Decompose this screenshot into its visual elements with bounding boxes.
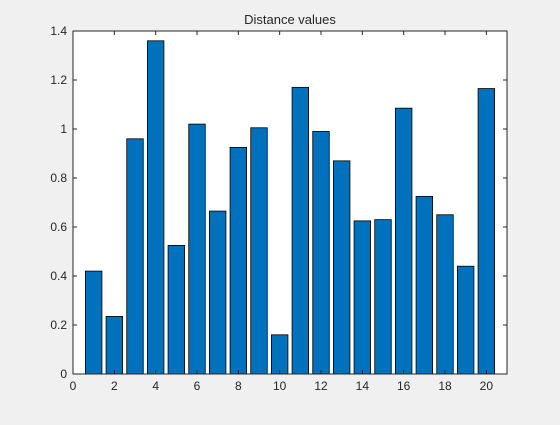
- x-tick-label: 8: [235, 379, 242, 393]
- bar-14: [354, 221, 371, 374]
- y-tick-label: 1.2: [50, 73, 67, 87]
- bar-15: [375, 220, 392, 374]
- bar-8: [230, 147, 247, 374]
- y-tick-label: 0.2: [50, 318, 67, 332]
- bar-7: [209, 211, 226, 374]
- bar-19: [457, 266, 474, 374]
- x-tick-label: 0: [70, 379, 77, 393]
- x-tick-label: 18: [438, 379, 452, 393]
- x-tick-label: 20: [480, 379, 494, 393]
- bar-6: [189, 124, 206, 374]
- y-tick-label: 0: [60, 367, 67, 381]
- y-tick-label: 0.6: [50, 220, 67, 234]
- y-tick-label: 0.8: [50, 171, 67, 185]
- bar-10: [271, 335, 288, 374]
- x-tick-label: 10: [273, 379, 287, 393]
- x-tick-label: 2: [111, 379, 118, 393]
- y-tick-label: 1: [60, 122, 67, 136]
- bar-5: [168, 245, 185, 374]
- bar-20: [478, 89, 495, 374]
- bar-18: [437, 215, 454, 374]
- bar-11: [292, 87, 309, 374]
- bar-1: [85, 271, 102, 374]
- y-tick-label: 0.4: [50, 269, 67, 283]
- x-tick-label: 4: [152, 379, 159, 393]
- x-tick-label: 12: [314, 379, 328, 393]
- bar-9: [251, 128, 268, 374]
- x-tick-label: 16: [397, 379, 411, 393]
- x-tick-label: 14: [356, 379, 370, 393]
- bar-17: [416, 196, 433, 374]
- y-tick-label: 1.4: [50, 24, 67, 38]
- bar-2: [106, 316, 123, 374]
- bar-4: [147, 41, 164, 374]
- bar-12: [313, 131, 330, 374]
- bar-13: [333, 161, 350, 374]
- chart-title: Distance values: [244, 12, 336, 27]
- bar-3: [127, 139, 144, 374]
- bar-16: [395, 108, 412, 374]
- x-tick-label: 6: [194, 379, 201, 393]
